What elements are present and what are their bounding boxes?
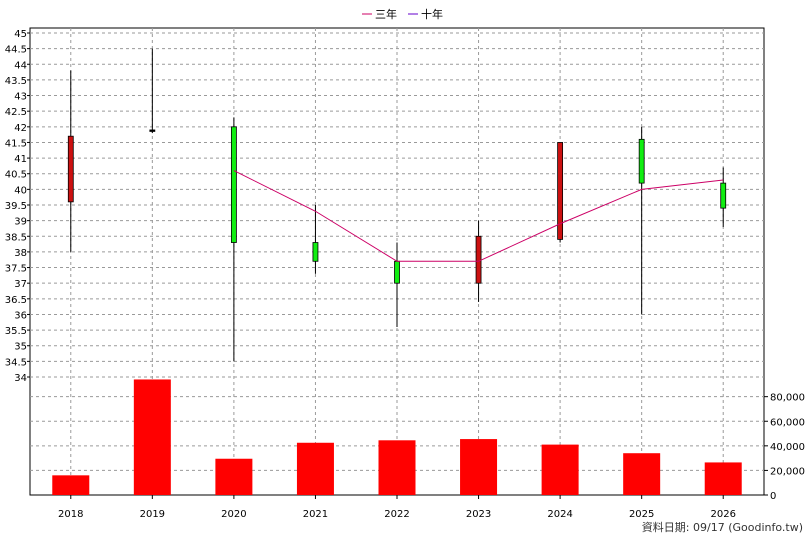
volume-tick-label: 20,000 (770, 466, 805, 477)
price-tick-label: 45 (14, 29, 27, 40)
candle-2020 (230, 117, 237, 362)
volume-tick-label: 0 (770, 491, 776, 502)
candle-body (149, 129, 156, 132)
volume-bar-2021 (296, 442, 334, 495)
price-tick-label: 36 (14, 310, 27, 321)
price-tick-label: 37 (14, 279, 27, 290)
candle-2024 (557, 142, 564, 243)
volume-bar-2023 (460, 439, 498, 495)
x-tick-label: 2022 (384, 509, 409, 520)
price-tick-label: 44 (14, 60, 27, 71)
volume-bar-2026 (704, 462, 742, 495)
price-tick-label: 43 (14, 92, 27, 103)
candle-body (557, 142, 564, 240)
candle-body (394, 260, 400, 284)
candle-body (475, 235, 482, 284)
three-year-average-line (233, 170, 724, 262)
x-tick-label: 2019 (140, 509, 165, 520)
candle-body (638, 138, 645, 184)
x-tick-label: 2018 (58, 509, 83, 520)
volume-bar-2018 (52, 475, 90, 495)
price-tick-label: 35 (14, 342, 27, 353)
x-tick-label: 2023 (466, 509, 491, 520)
x-axis: 2018 2019 2020 2021 2022 2023 2024 2025 2026 (58, 495, 736, 520)
candle-body (312, 242, 319, 262)
price-tick-label: 40 (14, 185, 27, 196)
price-tick-label: 34 (14, 373, 27, 384)
price-tick-label: 37.5 (5, 264, 27, 275)
price-tick-label: 42 (14, 123, 27, 134)
x-tick-label: 2024 (547, 509, 572, 520)
volume-bar-2022 (378, 440, 416, 495)
price-tick-label: 41.5 (5, 138, 27, 149)
volume-tick-label: 60,000 (770, 417, 805, 428)
legend: 三年 十年 (362, 7, 443, 21)
volume-bar-2025 (623, 453, 661, 495)
x-tick-label: 2021 (303, 509, 328, 520)
legend-label-three-year: 三年 (375, 7, 397, 21)
volume-axis: 0 20,000 40,000 60,000 80,000 (764, 393, 805, 502)
candle-2019 (149, 48, 156, 134)
candles (67, 48, 727, 362)
price-tick-label: 38.5 (5, 232, 27, 243)
price-tick-label: 39.5 (5, 201, 27, 212)
volume-bar-2020 (215, 458, 253, 495)
price-tick-label: 39 (14, 217, 27, 228)
legend-label-ten-year: 十年 (421, 7, 443, 21)
x-tick-label: 2026 (710, 509, 735, 520)
volume-bar-2024 (541, 444, 579, 495)
price-tick-label: 38 (14, 248, 27, 259)
volume-tick-label: 40,000 (770, 442, 805, 453)
candle-body (230, 126, 237, 243)
price-tick-label: 36.5 (5, 295, 27, 306)
volume-tick-label: 80,000 (770, 393, 805, 404)
price-tick-label: 40.5 (5, 170, 27, 181)
price-tick-label: 44.5 (5, 45, 27, 56)
x-tick-label: 2025 (629, 509, 654, 520)
price-tick-label: 43.5 (5, 76, 27, 87)
candle-2018 (67, 70, 74, 252)
volume-bars (52, 379, 742, 495)
candle-2021 (312, 205, 319, 274)
average-lines (233, 170, 724, 262)
candle-2025 (638, 126, 645, 315)
candle-body (67, 135, 74, 203)
price-tick-label: 35.5 (5, 326, 27, 337)
price-axis: 34 34.5 35 35.5 36 36.5 37 37.5 38 38.5 39 39.5 40 40… (5, 29, 30, 384)
volume-bar-2019 (133, 379, 171, 495)
candle-body (720, 182, 727, 209)
x-tick-label: 2020 (221, 509, 246, 520)
price-tick-label: 34.5 (5, 357, 27, 368)
price-tick-label: 41 (14, 154, 27, 165)
candle-2026 (720, 167, 727, 227)
source-note: 資料日期: 09/17 (Goodinfo.tw) (642, 520, 803, 534)
price-tick-label: 42.5 (5, 107, 27, 118)
